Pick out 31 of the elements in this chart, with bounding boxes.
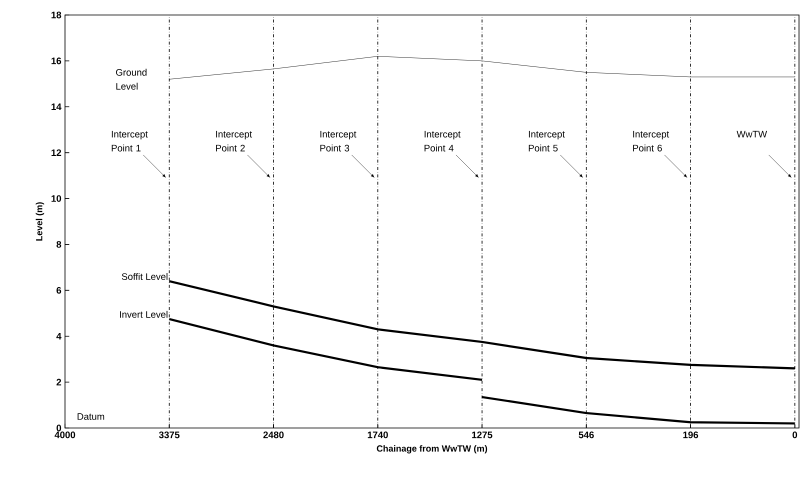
x-tick-label: 196 — [683, 432, 698, 438]
ref-line-label: Intercept Point 6 — [633, 130, 670, 152]
text: Ground Level — [116, 68, 147, 90]
y-tick-label: 14 — [52, 104, 62, 110]
x-tick-label: 2480 — [263, 432, 284, 438]
y-tick-label: 12 — [52, 149, 62, 156]
x-tick-label: 1275 — [472, 432, 492, 438]
x-tick-label: 1740 — [368, 432, 388, 438]
ref-line-label: Intercept Point 5 — [528, 130, 565, 152]
x-axis-title: Chainage from WwTW (m) — [376, 445, 488, 454]
x-tick-label: 3375 — [158, 432, 180, 438]
y-tick-label: 8 — [56, 241, 62, 248]
x-tick-label: 546 — [578, 432, 594, 438]
ref-line-label: Intercept Point 2 — [216, 130, 252, 152]
series-label: Soffit Level — [122, 273, 168, 280]
y-tick-label: 4 — [56, 332, 62, 340]
y-tick-label: 18 — [52, 12, 62, 18]
x-tick-label: 0 — [792, 432, 798, 438]
y-tick-label: 16 — [52, 58, 62, 64]
ref-line-label: Intercept Point 3 — [320, 130, 356, 152]
y-axis-title: Level (m) — [36, 202, 44, 241]
annotation: Datum — [78, 413, 104, 420]
x-tick-label: 4000 — [54, 432, 76, 438]
series-label: Invert Level — [120, 310, 168, 318]
ref-line-label: Intercept Point 1 — [112, 130, 148, 152]
y-tick-label: 10 — [52, 195, 62, 202]
y-tick-label: 0 — [56, 424, 62, 432]
y-tick-label: 6 — [56, 286, 62, 294]
ref-line-label: WwTW — [736, 130, 768, 138]
y-tick-label: 2 — [56, 378, 62, 386]
ref-line-label: Intercept Point 4 — [424, 130, 461, 152]
